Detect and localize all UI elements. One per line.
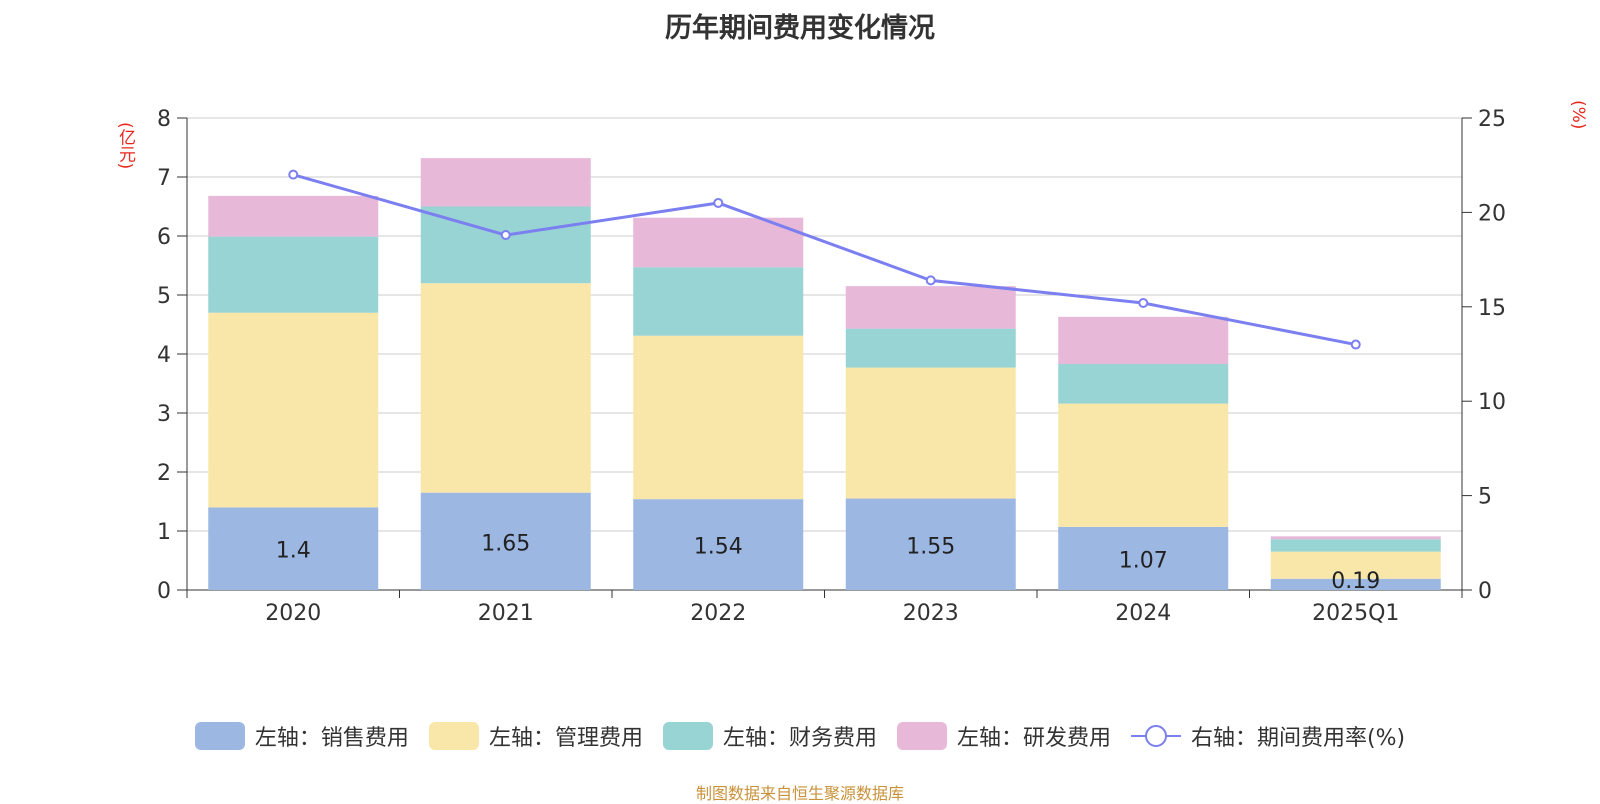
bar-rd [208, 195, 379, 237]
legend-item-finance[interactable]: 左轴：财务费用 [662, 720, 877, 752]
data-source-note: 制图数据来自恒生聚源数据库 [695, 784, 904, 803]
bar-rd [420, 158, 591, 207]
bar-finance [633, 267, 804, 336]
rate-point [1350, 339, 1361, 350]
bar-admin [1270, 551, 1441, 579]
bar-admin [420, 283, 591, 493]
legend-item-rate[interactable]: 右轴：期间费用率(%) [1130, 720, 1406, 752]
right-axis-tick-label: 15 [1478, 296, 1506, 321]
bar-rd [845, 286, 1016, 329]
data-label-sales: 1.4 [276, 539, 311, 564]
legend-label-admin: 左轴：管理费用 [488, 726, 643, 751]
bar-rd [1058, 316, 1229, 365]
left-axis-tick-label: 8 [157, 107, 171, 132]
legend-item-admin[interactable]: 左轴：管理费用 [428, 720, 643, 752]
bar-admin [845, 367, 1016, 499]
left-axis-unit: (亿元) [115, 122, 135, 170]
data-label-sales: 1.65 [481, 531, 530, 556]
bar-sales [845, 498, 1016, 590]
data-label-sales: 1.07 [1119, 548, 1168, 573]
data-label-sales: 1.54 [694, 535, 743, 560]
legend-item-sales[interactable]: 左轴：销售费用 [194, 720, 409, 752]
rate-point [500, 230, 511, 241]
rate-point [288, 169, 299, 180]
right-axis-tick-label: 10 [1478, 390, 1506, 415]
bar-finance [1270, 539, 1441, 552]
left-axis-tick-label: 2 [157, 461, 171, 486]
left-axis-tick-label: 1 [157, 520, 171, 545]
x-axis-tick-label: 2023 [903, 601, 959, 626]
rate-point [1138, 298, 1149, 309]
bar-finance [1058, 364, 1229, 404]
bar-finance [845, 328, 1016, 368]
left-axis-tick-label: 4 [157, 343, 171, 368]
x-axis-tick-label: 2020 [265, 601, 321, 626]
legend: 左轴：销售费用 左轴：管理费用 左轴：财务费用 左轴：研发费用 右轴：期间费用率… [0, 720, 1600, 752]
bar-sales [1058, 526, 1229, 590]
right-axis-tick-label: 5 [1478, 485, 1492, 510]
left-axis-tick-label: 0 [157, 579, 171, 604]
bar-finance [208, 236, 379, 313]
bar-rd [633, 217, 804, 268]
right-axis-tick-label: 0 [1478, 579, 1492, 604]
legend-item-rd[interactable]: 左轴：研发费用 [896, 720, 1111, 752]
bar-sales [420, 492, 591, 590]
legend-swatch-finance [662, 722, 713, 750]
rate-point [713, 197, 724, 208]
x-axis-tick-label: 2025Q1 [1312, 601, 1399, 626]
chart-title: 历年期间费用变化情况 [665, 13, 935, 44]
rate-line [292, 173, 1357, 347]
left-axis-tick-label: 7 [157, 166, 171, 191]
left-axis-tick-label: 6 [157, 225, 171, 250]
rate-point [925, 275, 936, 286]
data-label-sales: 1.55 [906, 534, 955, 559]
x-axis-tick-label: 2024 [1115, 601, 1171, 626]
legend-label-rate: 右轴：期间费用率(%) [1190, 726, 1406, 751]
bar-sales [208, 507, 379, 590]
bar-rd [1270, 536, 1441, 540]
right-axis-tick-label: 25 [1478, 107, 1506, 132]
left-axis-tick-label: 3 [157, 402, 171, 427]
legend-label-sales: 左轴：销售费用 [254, 726, 409, 751]
right-axis-unit: (%) [1568, 100, 1588, 130]
right-axis-tick-label: 20 [1478, 201, 1506, 226]
legend-swatch-admin [428, 722, 479, 750]
x-axis-tick-label: 2021 [478, 601, 534, 626]
bar-sales [633, 499, 804, 590]
legend-label-finance: 左轴：财务费用 [722, 726, 877, 751]
legend-swatch-sales [194, 722, 245, 750]
bar-admin [633, 335, 804, 500]
legend-swatch-rd [896, 722, 947, 750]
legend-label-rd: 左轴：研发费用 [956, 726, 1111, 751]
bar-sales [1270, 578, 1441, 590]
bar-admin [1058, 403, 1229, 527]
data-label-sales: 0.19 [1331, 569, 1380, 594]
x-axis-tick-label: 2022 [690, 601, 746, 626]
left-axis-tick-label: 5 [157, 284, 171, 309]
legend-line-rate-icon [1130, 725, 1181, 747]
bar-admin [208, 312, 379, 508]
